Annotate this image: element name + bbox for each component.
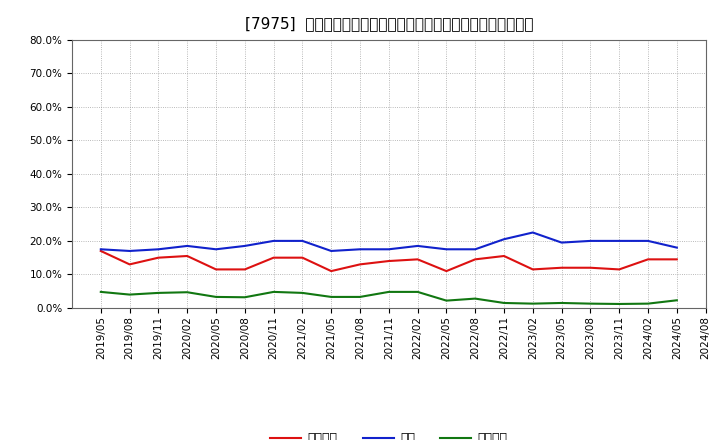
- Legend: 売上債権, 在庫, 買入債務: 売上債権, 在庫, 買入債務: [265, 427, 513, 440]
- 在庫: [240, 243, 249, 249]
- 在庫: [442, 247, 451, 252]
- 売上債権: [500, 253, 508, 259]
- 売上債権: [672, 257, 681, 262]
- 売上債権: [269, 255, 278, 260]
- 在庫: [471, 247, 480, 252]
- 売上債権: [471, 257, 480, 262]
- 在庫: [557, 240, 566, 245]
- 在庫: [672, 245, 681, 250]
- 売上債権: [96, 248, 105, 253]
- Line: 買入債務: 買入債務: [101, 292, 677, 304]
- 買入債務: [500, 301, 508, 306]
- 売上債権: [327, 268, 336, 274]
- 売上債権: [644, 257, 652, 262]
- 在庫: [586, 238, 595, 244]
- Line: 売上債権: 売上債権: [101, 251, 677, 271]
- 売上債権: [586, 265, 595, 270]
- 売上債権: [442, 268, 451, 274]
- 売上債権: [154, 255, 163, 260]
- 買入債務: [557, 301, 566, 306]
- 買入債務: [442, 298, 451, 303]
- 在庫: [644, 238, 652, 244]
- 在庫: [298, 238, 307, 244]
- 買入債務: [183, 290, 192, 295]
- 買入債務: [327, 294, 336, 300]
- 在庫: [269, 238, 278, 244]
- 買入債務: [356, 294, 364, 300]
- 売上債権: [125, 262, 134, 267]
- 売上債権: [298, 255, 307, 260]
- 在庫: [500, 237, 508, 242]
- 買入債務: [125, 292, 134, 297]
- 在庫: [125, 248, 134, 253]
- 売上債権: [413, 257, 422, 262]
- 在庫: [327, 248, 336, 253]
- 売上債権: [557, 265, 566, 270]
- 買入債務: [269, 289, 278, 294]
- 買入債務: [298, 290, 307, 296]
- 買入債務: [586, 301, 595, 306]
- Title: [7975]  売上債権、在庫、買入債務の総資産に対する比率の推移: [7975] 売上債権、在庫、買入債務の総資産に対する比率の推移: [245, 16, 533, 32]
- Line: 在庫: 在庫: [101, 232, 677, 251]
- 在庫: [183, 243, 192, 249]
- 在庫: [413, 243, 422, 249]
- 売上債権: [240, 267, 249, 272]
- 買入債務: [384, 289, 393, 294]
- 買入債務: [528, 301, 537, 306]
- 買入債務: [615, 301, 624, 307]
- 買入債務: [644, 301, 652, 306]
- 売上債権: [615, 267, 624, 272]
- 在庫: [615, 238, 624, 244]
- 売上債権: [384, 258, 393, 264]
- 買入債務: [154, 290, 163, 296]
- 売上債権: [356, 262, 364, 267]
- 在庫: [154, 247, 163, 252]
- 売上債権: [212, 267, 220, 272]
- 在庫: [356, 247, 364, 252]
- 買入債務: [212, 294, 220, 300]
- 買入債務: [240, 295, 249, 300]
- 売上債権: [183, 253, 192, 259]
- 在庫: [96, 247, 105, 252]
- 買入債務: [471, 296, 480, 301]
- 買入債務: [96, 289, 105, 294]
- 在庫: [212, 247, 220, 252]
- 在庫: [528, 230, 537, 235]
- 売上債権: [528, 267, 537, 272]
- 在庫: [384, 247, 393, 252]
- 買入債務: [413, 289, 422, 294]
- 買入債務: [672, 297, 681, 303]
